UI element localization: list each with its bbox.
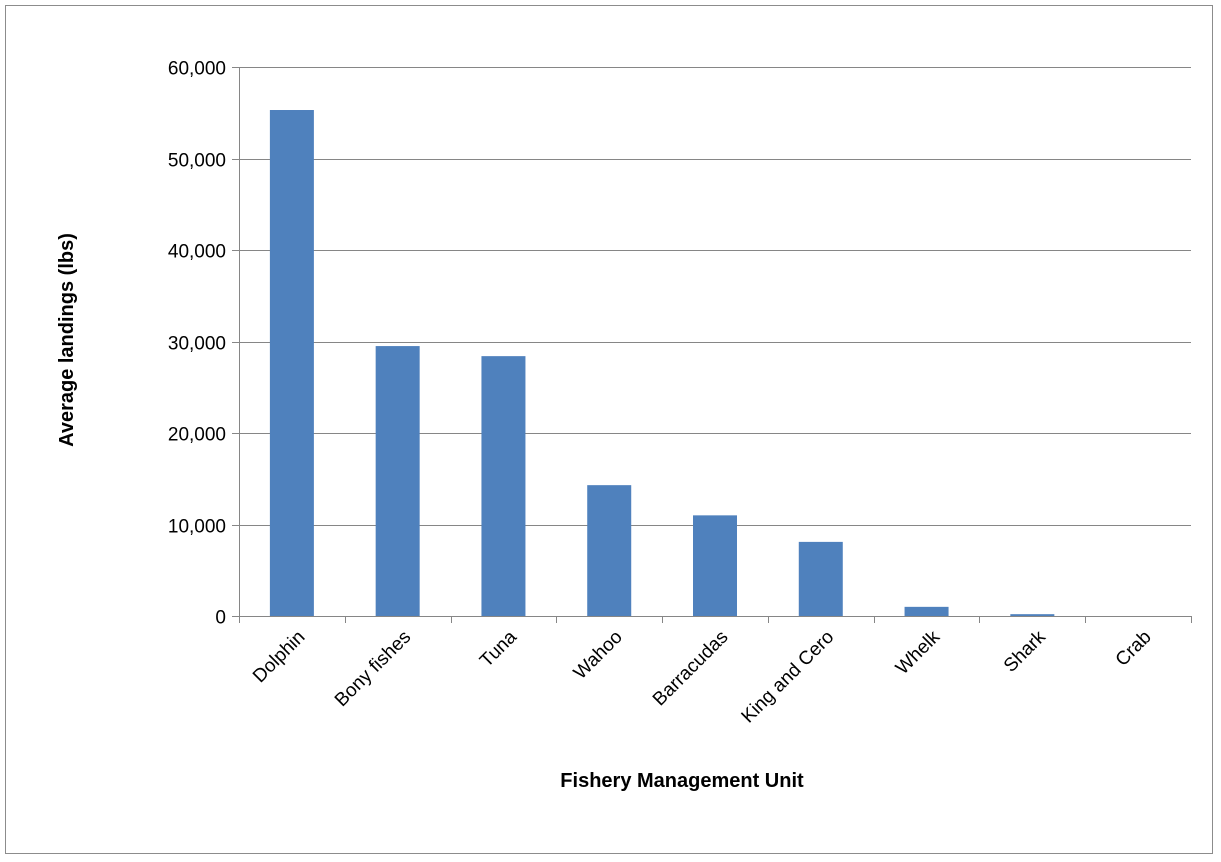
- y-tick-label: 10,000: [168, 517, 226, 538]
- x-tick-label: Wahoo: [570, 627, 627, 684]
- bar: [481, 356, 526, 616]
- x-tick-label: Whelk: [892, 626, 945, 679]
- x-tick-label: Bony fishes: [331, 627, 415, 711]
- bar: [375, 346, 420, 616]
- bar: [587, 485, 632, 616]
- x-tick-label: Barracudas: [649, 627, 733, 711]
- y-tick-labels: 0 10,000 20,000 30,000 40,000 50,000 60,000: [168, 59, 226, 629]
- x-tick-labels: Dolphin Bony fishes Tuna Wahoo Barracudas Kin…: [249, 626, 1156, 727]
- bar: [904, 606, 949, 616]
- y-tick-label: 50,000: [168, 151, 226, 172]
- y-axis-title: Average landings (lbs): [56, 233, 78, 447]
- x-axis-title: Fishery Management Unit: [560, 770, 804, 792]
- bar: [269, 110, 314, 616]
- x-tick-label: Dolphin: [249, 627, 309, 687]
- y-tick-label: 60,000: [168, 59, 226, 80]
- bar: [798, 541, 843, 616]
- x-tick-label: King and Cero: [738, 627, 839, 728]
- bars: [269, 110, 1055, 616]
- axes: [239, 67, 1192, 623]
- y-tick-label: 40,000: [168, 242, 226, 263]
- bar: [1010, 614, 1055, 616]
- chart-area: [5, 5, 1213, 854]
- bar: [693, 515, 737, 616]
- y-tick-label: 30,000: [168, 334, 226, 355]
- x-tick-label: Crab: [1112, 627, 1156, 671]
- x-tick-label: Shark: [1000, 626, 1050, 676]
- y-tick-label: 20,000: [168, 425, 226, 446]
- x-tick-label: Tuna: [476, 626, 521, 671]
- y-tick-label: 0: [215, 608, 226, 629]
